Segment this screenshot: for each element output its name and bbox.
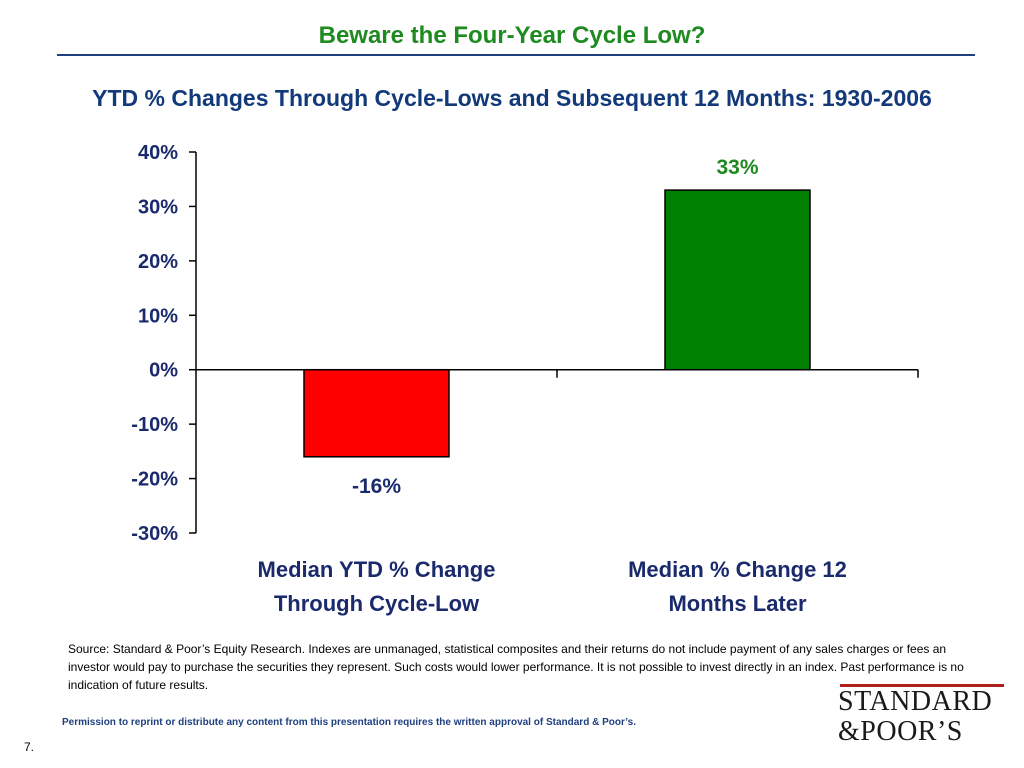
category-label: Median YTD % Change xyxy=(258,557,496,582)
logo-line-2: &POOR’S xyxy=(838,716,963,747)
y-tick-label: -10% xyxy=(131,414,178,436)
y-tick-label: 30% xyxy=(138,196,178,218)
chart-subtitle: YTD % Changes Through Cycle-Lows and Sub… xyxy=(92,85,932,111)
logo-line-1: STANDARD xyxy=(838,686,993,717)
page-number: 7. xyxy=(24,740,35,754)
category-label: Median % Change 12 xyxy=(628,557,847,582)
category-label: Months Later xyxy=(668,591,807,616)
bar-chart: 40% 30% 20% 10% 0% -10% -20% -30% -16% Median YTD… xyxy=(131,142,919,616)
slide-title: Beware the Four-Year Cycle Low? xyxy=(318,22,706,49)
title-divider xyxy=(57,54,975,56)
y-tick-label: 10% xyxy=(138,305,178,327)
logo-rule xyxy=(840,684,1004,687)
bar xyxy=(664,189,811,371)
bar-value-label: 33% xyxy=(716,156,758,179)
category-label: Through Cycle-Low xyxy=(274,591,480,616)
y-tick-label: 20% xyxy=(138,251,178,273)
y-tick-label: 0% xyxy=(149,360,178,382)
bar xyxy=(303,368,450,458)
y-tick-label: 40% xyxy=(138,142,178,164)
permission-notice: Permission to reprint or distribute any … xyxy=(62,717,636,728)
y-tick-label: -20% xyxy=(131,469,178,491)
sp-logo: STANDARD &POOR’S xyxy=(838,684,1008,747)
source-note: Source: Standard & Poor’s Equity Researc… xyxy=(68,642,964,692)
y-tick-label: -30% xyxy=(131,523,178,545)
bar-value-label: -16% xyxy=(352,475,401,498)
